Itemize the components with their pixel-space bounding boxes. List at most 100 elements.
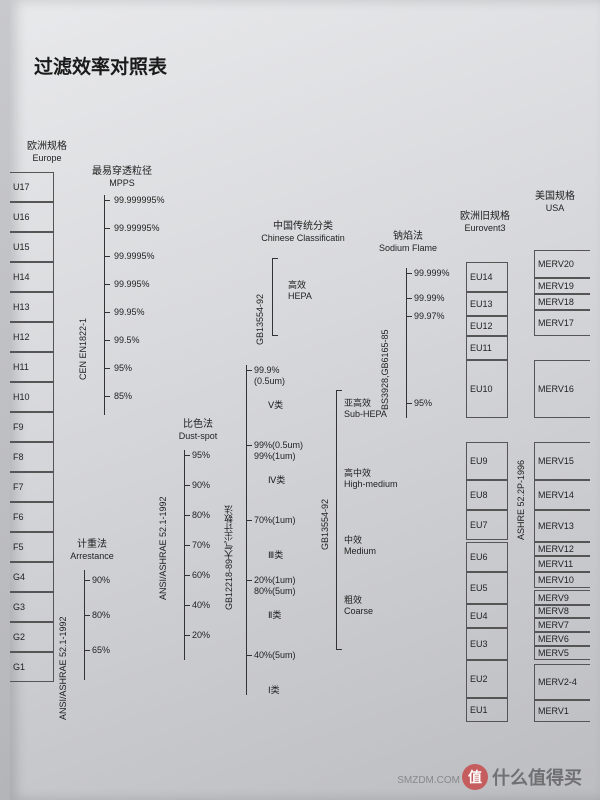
sodium-std: BS3928,GB6165-85 xyxy=(380,280,390,410)
dust-tick: 80% xyxy=(192,510,210,520)
merv-class: MERV1 xyxy=(534,700,590,722)
sodium-tick: 99.999% xyxy=(414,268,450,278)
merv-class: MERV7 xyxy=(534,618,590,632)
eurovent-class: EU10 xyxy=(466,360,508,418)
eurovent-class: EU9 xyxy=(466,442,508,480)
sodium-tick: 99.97% xyxy=(414,311,445,321)
gb-btm-std: GB12218-89大气尘计数法 xyxy=(222,390,235,610)
eurovent-class: EU3 xyxy=(466,628,508,660)
merv-class: MERV20 xyxy=(534,250,590,278)
chinese-cat: 高中效High-medium xyxy=(344,468,398,490)
col-mpps: 最易穿透粒径 MPPS xyxy=(82,165,162,190)
watermark-badge-icon: 值 xyxy=(462,764,488,790)
gb-class: Ⅳ类 xyxy=(268,473,285,486)
europe-class: F8 xyxy=(10,442,54,472)
arrest-tick: 65% xyxy=(92,645,110,655)
gb-tick: 99%(0.5um)99%(1um) xyxy=(254,440,303,462)
col-eurovent: 欧洲旧规格 Eurovent3 xyxy=(450,210,520,235)
europe-class: U17 xyxy=(10,172,54,202)
merv-class: MERV17 xyxy=(534,310,590,336)
eurovent-class: EU6 xyxy=(466,542,508,572)
chinese-hepa: 高效 HEPA xyxy=(288,280,312,302)
europe-class: F9 xyxy=(10,412,54,442)
eurovent-class: EU11 xyxy=(466,336,508,360)
dust-scale: 95% 90% 80% 70% 60% 40% 20% xyxy=(184,450,224,660)
merv-class: MERV5 xyxy=(534,646,590,660)
europe-class: F7 xyxy=(10,472,54,502)
eurovent-class: EU14 xyxy=(466,262,508,292)
mpps-tick: 95% xyxy=(114,363,132,373)
europe-class: U16 xyxy=(10,202,54,232)
mpps-scale: 99.999995%99.99995%99.9995%99.995%99.95%… xyxy=(104,195,194,415)
europe-class: F6 xyxy=(10,502,54,532)
gb-mid-std: GB13554-92 xyxy=(320,460,330,550)
dust-tick: 70% xyxy=(192,540,210,550)
eurovent-class: EU1 xyxy=(466,698,508,722)
dust-tick: 60% xyxy=(192,570,210,580)
mpps-tick: 99.9995% xyxy=(114,251,155,261)
gb-class: Ⅱ类 xyxy=(268,608,281,621)
gb-class: Ⅰ类 xyxy=(268,683,280,696)
chinese-cat: 中效Medium xyxy=(344,535,376,557)
arrest-scale: 90%80%65% xyxy=(84,570,124,680)
page-title: 过滤效率对照表 xyxy=(34,52,167,79)
merv-class: MERV15 xyxy=(534,442,590,480)
eurovent-class: EU2 xyxy=(466,660,508,698)
gb-top-bracket xyxy=(272,258,273,336)
dust-tick: 20% xyxy=(192,630,210,640)
mpps-tick: 99.999995% xyxy=(114,195,165,205)
mpps-tick: 99.995% xyxy=(114,279,150,289)
europe-class: U15 xyxy=(10,232,54,262)
merv-class: MERV19 xyxy=(534,278,590,294)
sodium-tick: 95% xyxy=(414,398,432,408)
eurovent-class: EU4 xyxy=(466,604,508,628)
europe-class: G1 xyxy=(10,652,54,682)
merv-class: MERV8 xyxy=(534,604,590,618)
europe-class: F5 xyxy=(10,532,54,562)
gb-btm-scale: 99.9%(0.5um) Ⅴ类 99%(0.5um)99%(1um) Ⅳ类 70%(1u… xyxy=(246,365,326,695)
europe-class: G4 xyxy=(10,562,54,592)
europe-std: CEN EN1822-1 xyxy=(78,240,88,380)
arrest-tick: 90% xyxy=(92,575,110,585)
eurovent-class: EU12 xyxy=(466,316,508,336)
chinese-bracket xyxy=(336,390,337,650)
eurovent-class: EU7 xyxy=(466,510,508,540)
dust-tick: 40% xyxy=(192,600,210,610)
col-sodium: 钠焰法 Sodium Flame xyxy=(368,230,448,255)
gb-top-std: GB13554-92 xyxy=(255,255,265,345)
merv-class: MERV11 xyxy=(534,556,590,572)
europe-class: G2 xyxy=(10,622,54,652)
mpps-tick: 85% xyxy=(114,391,132,401)
gb-tick: 70%(1um) xyxy=(254,515,296,526)
col-chinese: 中国传统分类 Chinese Classificatin xyxy=(248,220,358,245)
page: 过滤效率对照表 欧洲规格 Europe 最易穿透粒径 MPPS 中国传统分类 C… xyxy=(10,0,600,800)
merv-class: MERV12 xyxy=(534,542,590,556)
sodium-tick: 99.99% xyxy=(414,293,445,303)
merv-class: MERV10 xyxy=(534,572,590,588)
dust-std: ANSI/ASHRAE 52.1-1992 xyxy=(158,450,168,600)
col-dust: 比色法 Dust-spot xyxy=(168,418,228,443)
usa-std: ASHRE 52.2P-1996 xyxy=(516,400,526,540)
eurovent-class: EU5 xyxy=(466,572,508,604)
dust-tick: 95% xyxy=(192,450,210,460)
merv-class: MERV13 xyxy=(534,510,590,542)
gb-tick: 99.9%(0.5um) xyxy=(254,365,285,387)
dust-tick: 90% xyxy=(192,480,210,490)
europe-class: H10 xyxy=(10,382,54,412)
merv-class: MERV14 xyxy=(534,480,590,510)
europe-class: H12 xyxy=(10,322,54,352)
eurovent-class: EU8 xyxy=(466,480,508,510)
mpps-tick: 99.5% xyxy=(114,335,140,345)
merv-class: MERV16 xyxy=(534,360,590,418)
gb-class: Ⅲ类 xyxy=(268,548,283,561)
gb-tick: 20%(1um)80%(5um) xyxy=(254,575,296,597)
col-arrest: 计重法 Arrestance xyxy=(62,538,122,563)
col-europe: 欧洲规格 Europe xyxy=(22,140,72,165)
europe-class: G3 xyxy=(10,592,54,622)
europe-class: H13 xyxy=(10,292,54,322)
gb-class: Ⅴ类 xyxy=(268,398,283,411)
merv-class: MERV18 xyxy=(534,294,590,310)
gb-tick: 40%(5um) xyxy=(254,650,296,661)
watermark-small: SMZDM.COM xyxy=(397,775,460,786)
europe-class: H11 xyxy=(10,352,54,382)
